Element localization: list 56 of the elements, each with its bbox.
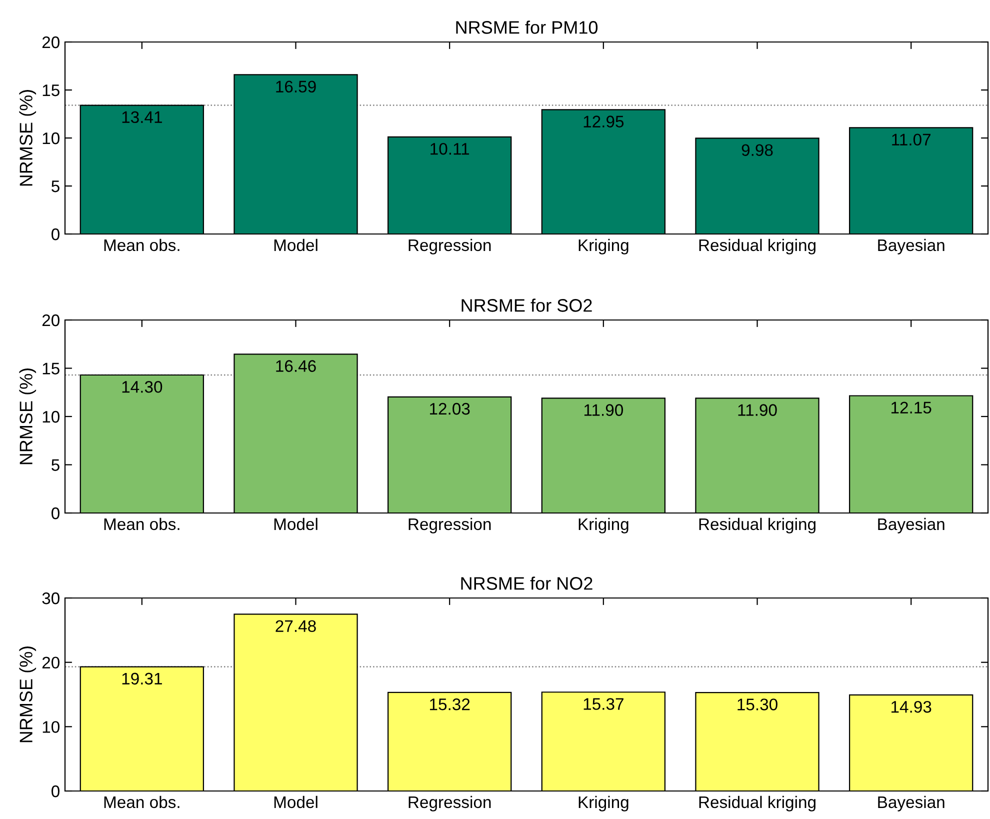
x-tick-label: Bayesian [878, 238, 944, 254]
y-axis-title: NRMSE (%) [19, 368, 36, 464]
chart-title: NRSME for PM10 [456, 20, 598, 34]
y-tick-label: 15 [42, 362, 60, 374]
data-label: 27.48 [276, 620, 316, 632]
y-tick-label: 20 [42, 656, 60, 669]
x-tick-label: Bayesian [878, 518, 944, 534]
x-tick-label: Residual kriging [699, 238, 816, 254]
data-label: 16.59 [276, 80, 316, 93]
y-axis-title: NRMSE (%) [19, 90, 36, 186]
data-label: 19.31 [122, 672, 162, 685]
x-tick-label: Kriging [578, 238, 628, 254]
data-label: 14.30 [122, 381, 162, 393]
data-label: 11.07 [892, 134, 930, 146]
chart-title: NRSME for SO2 [462, 298, 592, 312]
data-label: 10.11 [430, 142, 470, 155]
y-tick-label: 0 [52, 507, 60, 520]
x-tick-label: Regression [408, 796, 491, 812]
y-tick-label: 0 [52, 785, 60, 798]
chart-title: NRSME for NO2 [461, 576, 592, 590]
x-tick-label: Mean obs. [104, 518, 180, 530]
y-tick-label: 10 [42, 721, 60, 733]
x-tick-label: Mean obs. [104, 238, 180, 252]
data-label: 11.90 [584, 404, 624, 416]
x-tick-label: Residual kriging [699, 518, 816, 534]
data-label: 15.32 [430, 698, 470, 710]
x-tick-label: Model [274, 796, 318, 808]
x-tick-label: Residual kriging [699, 796, 816, 812]
data-label: 15.30 [738, 698, 778, 710]
data-label: 9.98 [742, 144, 773, 156]
data-label: 12.15 [892, 402, 932, 414]
x-tick-label: Bayesian [878, 796, 944, 812]
y-tick-label: 30 [42, 592, 60, 604]
x-tick-label: Regression [408, 238, 491, 254]
x-tick-label: Kriging [578, 518, 628, 534]
y-tick-label: 5 [52, 180, 60, 192]
x-tick-label: Kriging [578, 796, 628, 812]
x-tick-label: Model [274, 238, 318, 252]
y-tick-label: 20 [42, 36, 60, 48]
x-tick-label: Regression [408, 518, 491, 534]
data-label: 11.90 [738, 404, 777, 416]
data-label: 16.46 [276, 360, 316, 372]
data-label: 12.03 [430, 402, 470, 415]
y-tick-label: 10 [42, 132, 60, 144]
y-tick-label: 0 [52, 228, 60, 240]
y-axis-title: NRMSE (%) [19, 646, 36, 742]
y-tick-label: 10 [42, 410, 60, 423]
x-tick-label: Mean obs. [104, 796, 180, 808]
data-label: 15.37 [584, 698, 624, 710]
x-tick-label: Model [274, 518, 318, 530]
y-tick-label: 15 [42, 84, 60, 96]
data-label: 12.95 [584, 116, 624, 128]
y-tick-label: 20 [42, 314, 60, 326]
data-label: 14.93 [892, 700, 932, 713]
y-tick-label: 5 [52, 459, 60, 471]
data-label: 13.41 [122, 111, 162, 124]
